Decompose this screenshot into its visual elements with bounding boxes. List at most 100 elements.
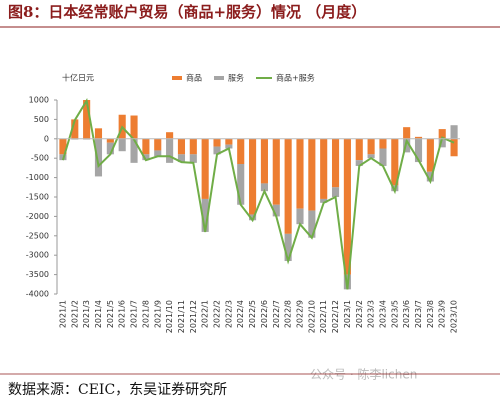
bar (320, 138, 328, 199)
x-tick-label: 2021/5 (106, 300, 115, 328)
y-tick-label: -4000 (26, 290, 49, 299)
unit-label: 十亿日元 (62, 73, 94, 83)
x-tick-label: 2023/5 (390, 300, 399, 328)
bar (142, 154, 150, 161)
bar (379, 138, 387, 149)
legend-swatch (214, 76, 224, 80)
y-tick-label: 500 (34, 115, 49, 124)
bar (355, 160, 363, 166)
y-tick-label: 0 (44, 134, 49, 143)
x-tick-label: 2022/5 (248, 300, 257, 328)
bar (284, 138, 292, 234)
bar (237, 164, 245, 205)
legend-label: 商品+服务 (276, 73, 315, 83)
bar (343, 138, 351, 275)
x-tick-label: 2021/3 (82, 300, 91, 328)
bar (426, 138, 434, 172)
bar (296, 138, 304, 209)
bar (414, 138, 423, 163)
x-tick-label: 2021/6 (118, 300, 127, 328)
x-tick-label: 2022/12 (331, 300, 340, 333)
y-tick-label: -2500 (26, 231, 49, 240)
x-tick-label: 2021/10 (165, 300, 174, 333)
y-tick-label: -1000 (26, 173, 49, 182)
bar (106, 142, 114, 155)
y-tick-label: 1000 (29, 96, 49, 105)
x-tick-label: 2023/2 (355, 300, 364, 328)
bar (438, 129, 446, 139)
x-tick-label: 2022/8 (284, 300, 293, 328)
x-tick-label: 2021/12 (189, 300, 198, 333)
bar (213, 138, 221, 147)
x-tick-label: 2022/1 (201, 300, 210, 328)
bar (130, 138, 138, 163)
x-tick-label: 2023/3 (367, 300, 376, 328)
bar (296, 208, 304, 225)
bar (260, 138, 268, 184)
bar (83, 100, 91, 139)
chart-title: 图8：日本经常账户贸易（商品+服务）情况 （月度） (8, 3, 366, 21)
x-tick-label: 2023/6 (402, 300, 411, 328)
bar (438, 138, 446, 148)
x-tick-label: 2022/6 (260, 300, 269, 328)
bar (94, 128, 103, 139)
y-tick-label: -2000 (26, 212, 49, 221)
bar (320, 198, 328, 203)
bar (308, 138, 316, 211)
bar (189, 154, 197, 163)
bar (308, 210, 316, 238)
bar (403, 127, 411, 139)
source: 数据来源：CEIC，东吴证券研究所 (8, 382, 227, 398)
y-tick-label: -3000 (26, 251, 49, 260)
bar (260, 183, 268, 192)
bar (142, 138, 150, 155)
x-tick-label: 2023/7 (414, 300, 423, 328)
x-tick-label: 2023/9 (438, 300, 447, 328)
x-tick-label: 2023/1 (343, 300, 352, 328)
bar (379, 148, 387, 166)
x-tick-label: 2021/2 (70, 300, 79, 328)
bar (94, 138, 103, 177)
x-tick-label: 2021/11 (177, 300, 186, 333)
bar (450, 138, 458, 157)
x-tick-label: 2022/7 (272, 300, 281, 328)
bar (71, 119, 79, 139)
bar (403, 138, 411, 153)
x-tick-label: 2023/4 (378, 300, 387, 328)
bar (249, 214, 257, 221)
bar (249, 138, 257, 215)
bar (166, 132, 174, 139)
bar (118, 138, 126, 152)
bar (177, 138, 186, 155)
y-tick-label: -1500 (26, 193, 49, 202)
bar (331, 138, 340, 188)
bar (189, 138, 197, 155)
x-tick-label: 2022/3 (224, 300, 233, 328)
x-tick-label: 2021/4 (94, 300, 103, 328)
x-tick-label: 2022/10 (307, 300, 316, 333)
bar (284, 233, 292, 262)
bar (213, 146, 221, 155)
bar (331, 187, 340, 197)
x-tick-label: 2022/9 (295, 300, 304, 328)
bar (177, 154, 186, 163)
bar (355, 138, 363, 161)
x-tick-label: 2021/8 (141, 300, 150, 328)
bar (201, 198, 209, 232)
x-tick-label: 2023/8 (426, 300, 435, 328)
x-tick-label: 2023/10 (450, 300, 459, 333)
y-tick-label: -500 (31, 154, 49, 163)
legend-label: 服务 (228, 73, 244, 83)
bar (201, 138, 209, 199)
bar (106, 138, 114, 143)
x-tick-label: 2021/9 (153, 300, 162, 328)
bar (225, 144, 233, 149)
bar (272, 204, 280, 217)
bar (154, 138, 162, 151)
bar (130, 115, 138, 139)
x-tick-label: 2022/4 (236, 300, 245, 328)
x-tick-label: 2022/2 (213, 300, 222, 328)
bar (426, 171, 434, 182)
bar (59, 138, 67, 155)
